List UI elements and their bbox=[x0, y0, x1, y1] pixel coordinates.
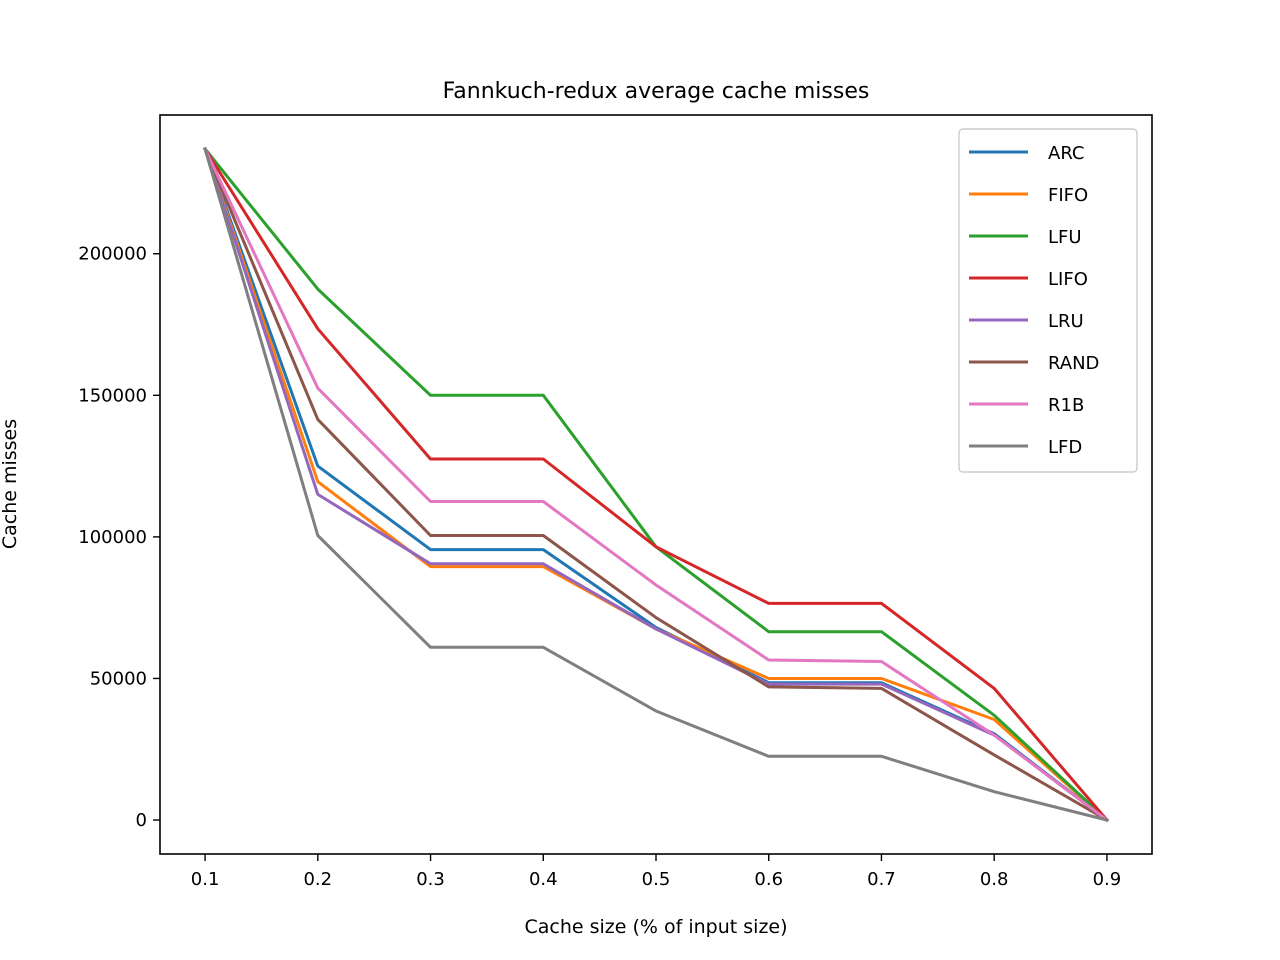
legend-label-rand: RAND bbox=[1048, 353, 1099, 374]
x-tick-label: 0.8 bbox=[980, 869, 1009, 890]
x-tick-label: 0.1 bbox=[191, 869, 220, 890]
legend-label-lru: LRU bbox=[1048, 311, 1084, 332]
series-line-lifo bbox=[203, 146, 1110, 823]
chart-title: Fannkuch-redux average cache misses bbox=[443, 79, 870, 104]
x-tick-label: 0.9 bbox=[1093, 869, 1122, 890]
x-tick-label: 0.2 bbox=[303, 869, 332, 890]
x-axis-ticks: 0.1 0.2 0.3 0.4 0.5 0.6 0.7 0.8 0.9 bbox=[191, 854, 1121, 890]
legend-label-lifo: LIFO bbox=[1048, 269, 1088, 290]
legend-label-arc: ARC bbox=[1048, 143, 1085, 164]
y-tick-label: 50000 bbox=[90, 668, 147, 689]
x-tick-label: 0.3 bbox=[416, 869, 445, 890]
plot-lines bbox=[202, 146, 1110, 823]
y-tick-label: 0 bbox=[136, 810, 147, 831]
legend-label-lfu: LFU bbox=[1048, 227, 1082, 248]
legend: ARC FIFO LFU LIFO LRU RAND R1B LFD bbox=[958, 128, 1138, 473]
legend-label-fifo: FIFO bbox=[1048, 185, 1088, 206]
y-tick-label: 200000 bbox=[78, 244, 147, 265]
x-tick-label: 0.4 bbox=[529, 869, 558, 890]
x-axis-label: Cache size (% of input size) bbox=[524, 916, 787, 938]
series-line-rand bbox=[203, 147, 1109, 823]
legend-box bbox=[958, 128, 1138, 473]
x-tick-label: 0.7 bbox=[867, 869, 896, 890]
y-axis-ticks: 0 50000 100000 150000 200000 bbox=[78, 244, 160, 831]
series-line-lru bbox=[203, 147, 1110, 823]
x-tick-label: 0.6 bbox=[754, 869, 783, 890]
legend-label-lfd: LFD bbox=[1048, 437, 1082, 458]
series-line-r1b bbox=[203, 147, 1110, 823]
series-line-lfd bbox=[203, 147, 1109, 822]
y-axis-label: Cache misses bbox=[0, 419, 21, 549]
y-tick-label: 100000 bbox=[78, 527, 147, 548]
legend-label-r1b: R1B bbox=[1048, 395, 1084, 416]
y-tick-label: 150000 bbox=[78, 385, 147, 406]
x-tick-label: 0.5 bbox=[642, 869, 671, 890]
